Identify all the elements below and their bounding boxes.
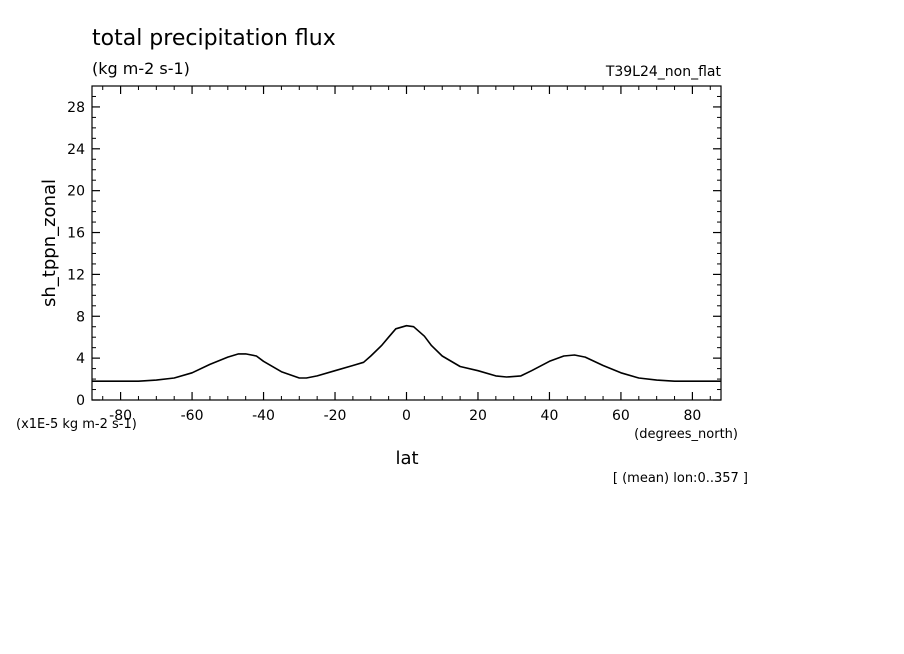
x-tick-label: 60 <box>612 408 630 424</box>
x-tick-label: -80 <box>109 408 132 424</box>
y-tick-label: 8 <box>76 309 85 325</box>
averaging-note: [ (mean) lon:0..357 ] <box>613 471 748 486</box>
series-layer <box>92 324 721 383</box>
y-axis-label: sh_tppn_zonal <box>39 179 60 307</box>
run-label: T39L24_non_flat <box>605 64 722 80</box>
y-tick-label: 28 <box>67 100 85 116</box>
x-tick-label: -20 <box>324 408 347 424</box>
chart-subtitle: (kg m-2 s-1) <box>92 59 190 78</box>
x-tick-label: 40 <box>541 408 559 424</box>
plot-frame <box>91 85 722 401</box>
y-unit-label: (x1E-5 kg m-2 s-1) <box>16 417 137 432</box>
y-tick-label: 4 <box>76 351 85 367</box>
y-tick-label: 12 <box>67 267 85 283</box>
y-tick-label: 24 <box>67 142 85 158</box>
y-tick-label: 16 <box>67 226 85 242</box>
chart-title: total precipitation flux <box>92 26 336 51</box>
y-tick-label: 20 <box>67 184 85 200</box>
x-tick-label: -60 <box>181 408 204 424</box>
x-tick-label: 20 <box>469 408 487 424</box>
x-tick-label: 0 <box>402 408 411 424</box>
axes-group: -80 -60 -40 -20 0 20 40 60 80 0 4 8 12 16 20 24 28 <box>67 85 722 424</box>
x-tick-label: -40 <box>252 408 275 424</box>
series-line <box>92 324 721 383</box>
x-axis-label: lat <box>395 448 418 469</box>
y-tick-label: 0 <box>76 393 85 409</box>
x-tick-label: 80 <box>683 408 701 424</box>
x-unit-label: (degrees_north) <box>634 427 738 442</box>
